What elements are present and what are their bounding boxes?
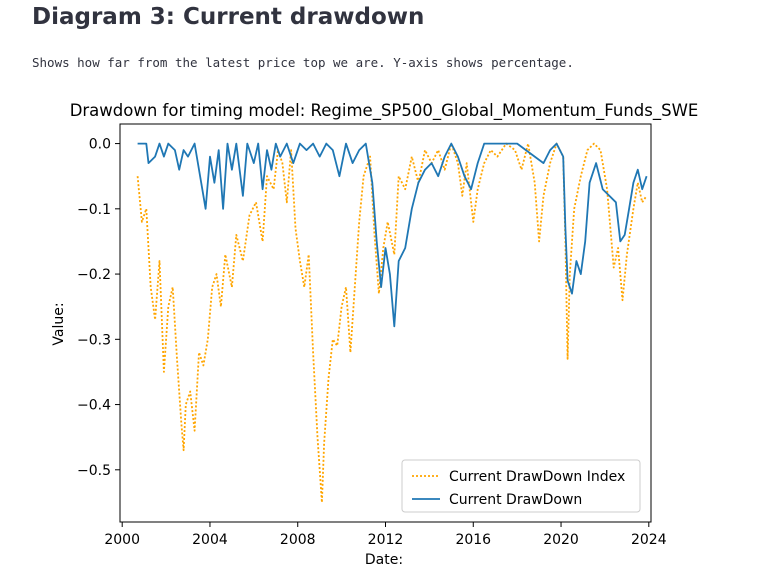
x-tick-label: 2004 [192, 532, 228, 548]
series-layer [136, 142, 648, 504]
page-heading: Diagram 3: Current drawdown [32, 4, 425, 30]
y-tick-label: −0.5 [77, 463, 111, 479]
page-caption: Shows how far from the latest price top … [32, 55, 574, 70]
x-axis: 2000 2004 2008 2012 2016 2020 2024 [104, 522, 667, 548]
drawdown-chart: Drawdown for timing model: Regime_SP500_… [51, 101, 699, 568]
legend: Current DrawDown Index Current DrawDown [401, 459, 641, 513]
x-tick-label: 2024 [631, 532, 667, 548]
legend-label-1: Current DrawDown [449, 492, 582, 508]
x-tick-label: 2008 [280, 532, 316, 548]
y-axis: 0.0 −0.1 −0.2 −0.3 −0.4 −0.5 [77, 137, 120, 479]
y-tick-label: −0.4 [77, 398, 111, 414]
y-axis-label: Value: [51, 302, 67, 345]
legend-label-0: Current DrawDown Index [449, 469, 625, 485]
y-tick-label: −0.3 [77, 332, 111, 348]
x-tick-label: 2000 [104, 532, 140, 548]
x-tick-label: 2012 [368, 532, 404, 548]
x-tick-label: 2016 [455, 532, 491, 548]
x-tick-label: 2020 [543, 532, 579, 548]
y-tick-label: −0.1 [77, 202, 111, 218]
legend-box [401, 459, 641, 513]
series-line-0 [136, 142, 648, 504]
chart-title: Drawdown for timing model: Regime_SP500_… [70, 101, 699, 121]
y-tick-label: −0.2 [77, 267, 111, 283]
series-line-1 [137, 142, 648, 328]
x-axis-label: Date: [365, 552, 403, 568]
y-tick-label: 0.0 [89, 137, 111, 153]
